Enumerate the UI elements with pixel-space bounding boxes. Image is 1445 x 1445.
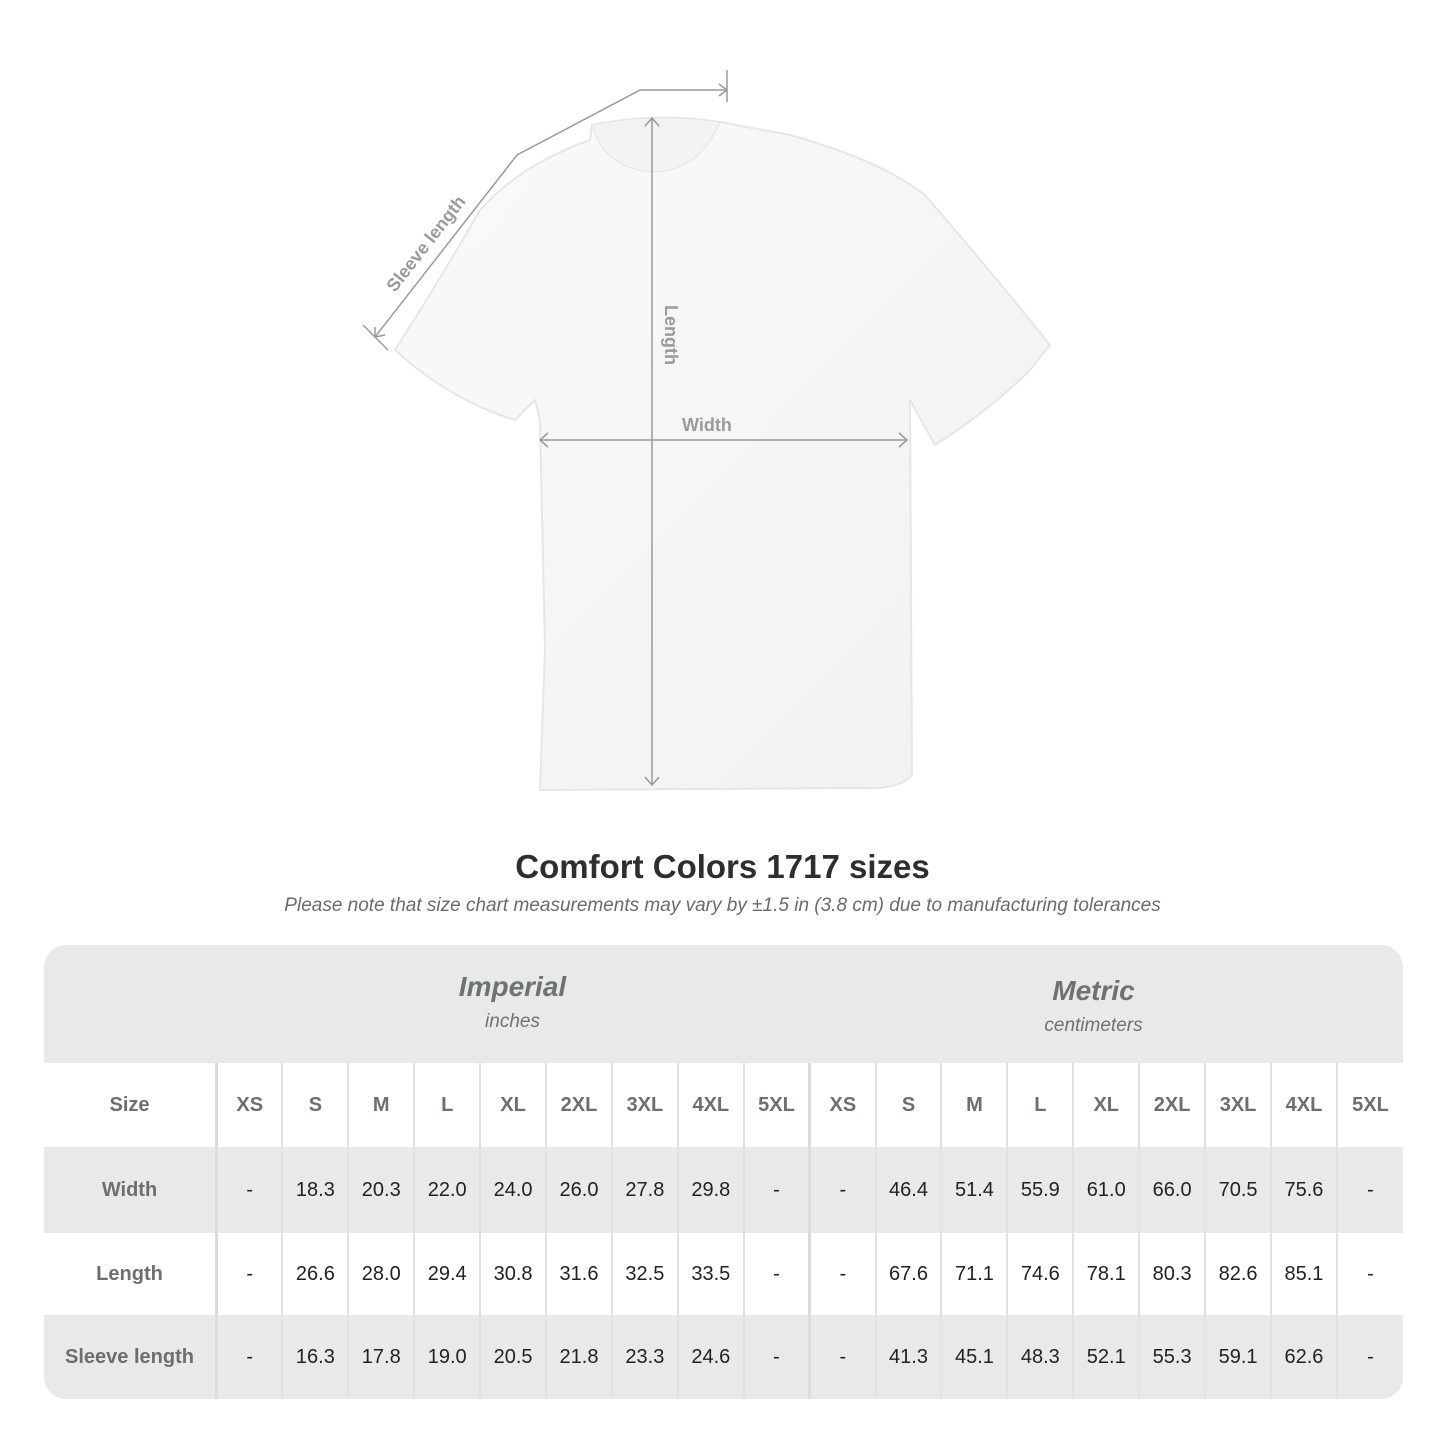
table-cell: 52.1 — [1072, 1315, 1140, 1399]
table-cell: 28.0 — [347, 1233, 415, 1315]
table-cell: 55.9 — [1006, 1147, 1074, 1233]
imperial-size-L: L — [413, 1063, 481, 1147]
imperial-size-XL: XL — [479, 1063, 547, 1147]
table-cell: 85.1 — [1270, 1233, 1337, 1315]
row-label: Sleeve length — [44, 1315, 218, 1399]
table-cell: 55.3 — [1138, 1315, 1206, 1399]
metric-size-M: M — [940, 1063, 1008, 1147]
table-cell: 41.3 — [874, 1315, 942, 1399]
table-row: Sleeve length -16.3 17.8 19.0 20.5 21.8 23.3 24… — [44, 1315, 1403, 1399]
table-cell: 20.5 — [479, 1315, 547, 1399]
row-label: Width — [44, 1147, 218, 1233]
table-cell: 26.0 — [545, 1147, 612, 1233]
row-label: Length — [44, 1233, 218, 1315]
imperial-unit: inches — [485, 1011, 540, 1032]
tshirt-shape — [393, 116, 1052, 792]
table-cell: 62.6 — [1270, 1315, 1337, 1399]
table-cell: 19.0 — [413, 1315, 481, 1399]
metric-title: Metric — [1052, 975, 1135, 1006]
table-cell: - — [1335, 1315, 1403, 1399]
table-cell: 22.0 — [413, 1147, 481, 1233]
table-cell: 45.1 — [940, 1315, 1008, 1399]
metric-size-4XL: 4XL — [1270, 1063, 1337, 1147]
imperial-header: Imperial inches — [215, 971, 810, 1089]
table-cell: - — [742, 1233, 810, 1315]
table-cell: 48.3 — [1006, 1315, 1074, 1399]
table-cell: 70.5 — [1204, 1147, 1271, 1233]
size-table-panel: Imperial inches Metric centimeters Size X… — [44, 945, 1403, 1399]
table-cell: - — [742, 1147, 810, 1233]
table-cell: 29.4 — [413, 1233, 481, 1315]
metric-header: Metric centimeters — [796, 975, 1391, 1093]
metric-size-S: S — [874, 1063, 942, 1147]
table-cell: 18.3 — [281, 1147, 349, 1233]
table-cell: 75.6 — [1270, 1147, 1337, 1233]
table-cell: 67.6 — [874, 1233, 942, 1315]
table-row: Width -18.3 20.3 22.0 24.0 26.0 27.8 29.8- -46.4… — [44, 1147, 1403, 1233]
table-cell: 78.1 — [1072, 1233, 1140, 1315]
table-header-row: Size XS S M L XL 2XL 3XL 4XL 5XL XS S M L XL 2XL 3XL 4XL 5… — [44, 1063, 1403, 1147]
table-cell: - — [808, 1233, 876, 1315]
table-cell: 33.5 — [676, 1233, 744, 1315]
table-cell: - — [215, 1315, 283, 1399]
imperial-size-2XL: 2XL — [545, 1063, 612, 1147]
metric-unit: centimeters — [1044, 1015, 1143, 1036]
table-cell: 23.3 — [610, 1315, 678, 1399]
imperial-size-XS: XS — [215, 1063, 283, 1147]
size-table: Size XS S M L XL 2XL 3XL 4XL 5XL XS S M L XL 2XL 3XL 4XL 5… — [44, 1063, 1403, 1399]
table-cell: - — [1335, 1147, 1403, 1233]
imperial-size-5XL: 5XL — [742, 1063, 810, 1147]
imperial-size-4XL: 4XL — [676, 1063, 744, 1147]
tolerance-note: Please note that size chart measurements… — [284, 895, 1161, 916]
table-cell: 24.0 — [479, 1147, 547, 1233]
imperial-size-3XL: 3XL — [610, 1063, 678, 1147]
table-cell: 27.8 — [610, 1147, 678, 1233]
table-cell: 29.8 — [676, 1147, 744, 1233]
table-cell: 80.3 — [1138, 1233, 1206, 1315]
sleeve-line — [374, 89, 727, 338]
table-cell: 61.0 — [1072, 1147, 1140, 1233]
table-cell: 59.1 — [1204, 1315, 1271, 1399]
table-cell: 24.6 — [676, 1315, 744, 1399]
table-cell: 26.6 — [281, 1233, 349, 1315]
table-cell: 21.8 — [545, 1315, 612, 1399]
metric-size-L: L — [1006, 1063, 1074, 1147]
table-cell: 31.6 — [545, 1233, 612, 1315]
metric-size-XS: XS — [808, 1063, 876, 1147]
table-cell: 20.3 — [347, 1147, 415, 1233]
metric-size-3XL: 3XL — [1204, 1063, 1271, 1147]
table-cell: 66.0 — [1138, 1147, 1206, 1233]
metric-size-XL: XL — [1072, 1063, 1140, 1147]
table-cell: 32.5 — [610, 1233, 678, 1315]
table-cell: 82.6 — [1204, 1233, 1271, 1315]
table-cell: 16.3 — [281, 1315, 349, 1399]
metric-size-2XL: 2XL — [1138, 1063, 1206, 1147]
imperial-title: Imperial — [458, 971, 567, 1002]
imperial-size-M: M — [347, 1063, 415, 1147]
tshirt-diagram: Sleeve length Length Width — [362, 70, 1052, 792]
table-cell: 71.1 — [940, 1233, 1008, 1315]
imperial-size-S: S — [281, 1063, 349, 1147]
table-cell: - — [215, 1233, 283, 1315]
page-title: Comfort Colors 1717 sizes — [515, 848, 930, 885]
table-cell: - — [1335, 1233, 1403, 1315]
metric-size-5XL: 5XL — [1335, 1063, 1403, 1147]
length-label: Length — [661, 305, 681, 365]
table-cell: - — [808, 1147, 876, 1233]
table-cell: - — [215, 1147, 283, 1233]
table-cell: 17.8 — [347, 1315, 415, 1399]
table-cell: 30.8 — [479, 1233, 547, 1315]
table-row: Length -26.6 28.0 29.4 30.8 31.6 32.5 33.5- -67.… — [44, 1233, 1403, 1315]
table-cell: 46.4 — [874, 1147, 942, 1233]
table-cell: - — [808, 1315, 876, 1399]
table-cell: 74.6 — [1006, 1233, 1074, 1315]
table-cell: - — [742, 1315, 810, 1399]
size-header-label: Size — [44, 1063, 218, 1147]
width-label: Width — [682, 415, 732, 435]
table-cell: 51.4 — [940, 1147, 1008, 1233]
